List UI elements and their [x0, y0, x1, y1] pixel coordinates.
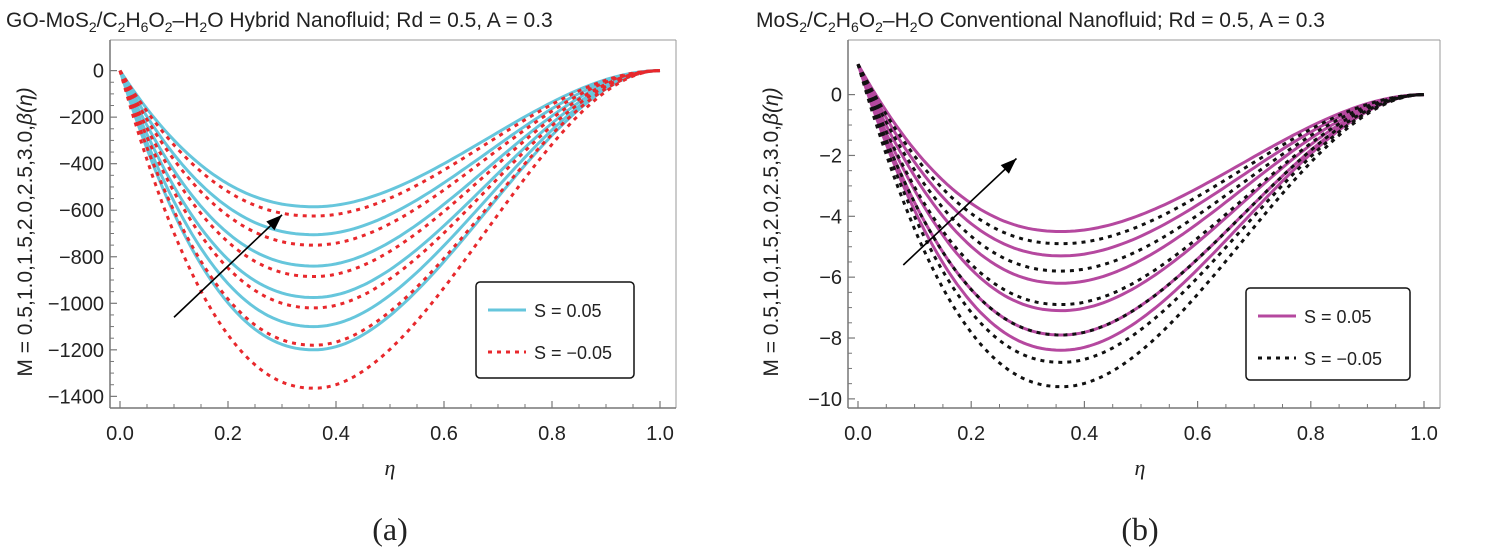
chart-b-ytick-label: −10 — [808, 389, 842, 411]
chart-a-ytick-label: −1000 — [48, 293, 104, 315]
chart-a-series-dotted-curve-4 — [118, 69, 661, 310]
chart-b-series-solid-curve-6 — [856, 63, 1425, 352]
chart-b-series-dotted-curve-5 — [856, 63, 1425, 364]
chart-a-series-dotted-curve-3 — [118, 69, 661, 278]
chart-a-arrow-head — [266, 214, 282, 231]
chart-b-xtick-label: 0.4 — [1070, 423, 1098, 445]
chart-b-ytick-label: −6 — [819, 267, 842, 289]
chart-a-series-dotted-curve-1 — [118, 69, 661, 218]
chart-b-xtick-label: 0.8 — [1297, 423, 1325, 445]
chart-a-plot: 0.0 0.2 0.4 0.6 0.8 1.0 0 −200 −400 −600 −800 −1000… — [48, 39, 677, 445]
chart-b-series-dotted-curve-1 — [856, 63, 1425, 246]
chart-a-legend-box — [475, 281, 635, 379]
chart-a-ytick-label: −600 — [59, 200, 104, 222]
chart-b-series-solid-curve-3 — [856, 63, 1425, 285]
chart-a-legend-label-1: S = 0.05 — [534, 301, 602, 321]
chart-b-xlabel: η — [1135, 455, 1146, 480]
chart-a-xlabel: η — [385, 455, 396, 480]
chart-a-xtick-label: 1.0 — [646, 423, 674, 445]
chart-a-ytick-label: −800 — [59, 247, 104, 269]
chart-b-ytick-label: −4 — [819, 206, 842, 228]
chart-b-series-dotted-curve-4 — [856, 63, 1425, 337]
chart-a-series-solid-curve-2 — [118, 69, 661, 237]
chart-b-legend-label-1: S = 0.05 — [1304, 307, 1372, 327]
chart-b-legend-label-2: S = −0.05 — [1304, 349, 1382, 369]
chart-a-series-dotted-curve-2 — [118, 69, 661, 247]
chart-b-xtick-label: 0.6 — [1184, 423, 1212, 445]
chart-a-xtick-label: 0.2 — [214, 423, 242, 445]
chart-a-caption: (a) — [372, 511, 408, 547]
chart-b-series-dotted-curve-2 — [856, 63, 1425, 273]
chart-a-xtick-label: 0.4 — [322, 423, 350, 445]
chart-b-series-dotted-curve-3 — [856, 63, 1425, 306]
chart-a-title: GO-MoS2/C2H6O2–H2O Hybrid Nanofluid; Rd … — [6, 9, 553, 35]
chart-b-xtick-label: 0.2 — [957, 423, 985, 445]
chart-b-series-solid-curve-1 — [856, 63, 1425, 233]
chart-a-xtick-label: 0.6 — [430, 423, 458, 445]
chart-a-series-dotted-curve-5 — [118, 69, 661, 347]
chart-a-ytick-label: −400 — [59, 154, 104, 176]
chart-b-caption: (b) — [1121, 511, 1158, 547]
chart-b-title: MoS2/C2H6O2–H2O Conventional Nanofluid; … — [756, 9, 1325, 35]
chart-b-ytick-label: 0 — [831, 85, 842, 107]
chart-b-ytick-label: −8 — [819, 328, 842, 350]
chart-b-ytick-label: −2 — [819, 145, 842, 167]
chart-a-ytick-label: 0 — [93, 61, 104, 83]
chart-a-series-dotted-curve-6 — [118, 69, 661, 390]
chart-a-legend-label-2: S = −0.05 — [534, 343, 612, 363]
chart-a-series-solid-curve-4 — [118, 69, 661, 299]
chart-b-plot: 0.0 0.2 0.4 0.6 0.8 1.0 0 −2 −4 −6 −8 −10 S = 0.05 S … — [808, 39, 1441, 445]
chart-b-ylabel: M = 0.5,1.0,1.5,2.0,2.5,3.0,β(η) — [760, 87, 783, 376]
chart-b-xtick-label: 1.0 — [1410, 423, 1438, 445]
chart-a-ytick-label: −1200 — [48, 340, 104, 362]
chart-b-arrow-head — [1000, 158, 1017, 174]
chart-a-ytick-label: −200 — [59, 107, 104, 129]
chart-a-series-solid-curve-5 — [118, 69, 661, 329]
chart-b-arrow-shaft — [902, 157, 1018, 266]
chart-a-arrow-shaft — [173, 214, 283, 318]
chart-a-ylabel: M = 0.5,1.0,1.5,2.0,2.5,3.0,β(η) — [14, 87, 37, 376]
chart-a-xtick-label: 0.8 — [538, 423, 566, 445]
chart-b-xtick-label: 0.0 — [844, 423, 872, 445]
chart-a-ytick-label: −1400 — [48, 386, 104, 408]
chart-b-series-solid-curve-2 — [856, 63, 1425, 258]
chart-a-xtick-label: 0.0 — [106, 423, 134, 445]
